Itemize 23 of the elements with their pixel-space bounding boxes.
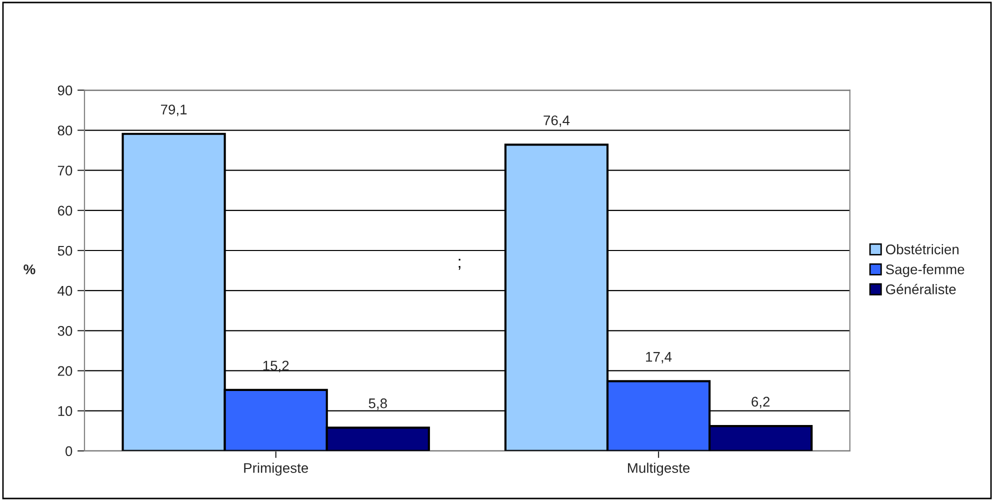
data-label: 17,4 (646, 352, 672, 364)
y-tick-label: 90 (58, 86, 72, 96)
y-tick-label: 70 (58, 166, 72, 176)
y-tick-label: 60 (58, 206, 72, 216)
annotation: ; (458, 258, 460, 270)
data-label: 15,2 (263, 360, 289, 372)
data-label: 5,8 (368, 398, 387, 410)
x-tick-label: Multigeste (628, 462, 690, 476)
y-axis-title: % (24, 264, 36, 274)
data-label: 76,4 (544, 115, 570, 127)
y-tick-label: 50 (58, 246, 72, 256)
y-tick-label: 20 (58, 366, 72, 376)
y-tick-label: 40 (58, 286, 72, 296)
legend-label: Obstétricien (886, 244, 959, 254)
data-label: 79,1 (160, 104, 187, 116)
legend-label: Sage-femme (886, 264, 964, 278)
y-tick-label: 80 (58, 126, 72, 136)
data-label: 6,2 (752, 396, 770, 408)
y-tick-label: 10 (58, 406, 72, 416)
x-tick-label: Primigeste (244, 462, 308, 476)
legend-label: Généraliste (886, 284, 956, 294)
y-tick-label: 0 (66, 446, 72, 456)
y-tick-label: 30 (58, 326, 72, 336)
